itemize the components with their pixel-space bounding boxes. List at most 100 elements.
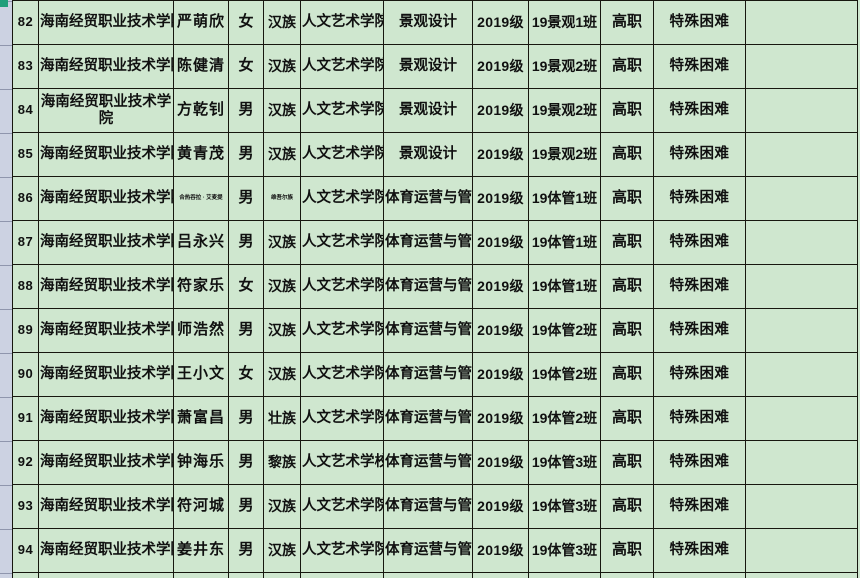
table-row[interactable]: 82 海南经贸职业技术学院 严萌欣女汉族 人文艺术学院 景观设计 2019级 19景观1班高… [12, 0, 858, 45]
cell-grade[interactable]: 2019级 [472, 352, 529, 397]
cell-name[interactable]: 严萌欣 [173, 0, 229, 45]
cell-college[interactable]: 人文艺术学院 [300, 88, 384, 133]
cell-name[interactable]: 黄青茂 [173, 132, 229, 177]
cell-school[interactable]: 海南经贸职业技术学院 [38, 396, 174, 441]
cell-clazz[interactable]: 19景观2班 [528, 88, 601, 133]
cell-college[interactable]: 人文艺术学院 [300, 132, 384, 177]
cell-school[interactable]: 海南经贸职业技术学院 [38, 176, 174, 221]
cell-gender[interactable]: 女 [228, 264, 264, 309]
cell-major[interactable]: 体育运营与管理 [383, 264, 473, 309]
cell-school[interactable]: 海南经贸职业技术学院 [38, 0, 174, 45]
cell-clazz[interactable]: 19体管1班 [528, 220, 601, 265]
cell-gender[interactable]: 女 [228, 352, 264, 397]
cell-grade[interactable]: 2019级 [472, 132, 529, 177]
cell-gender[interactable]: 男 [228, 440, 264, 485]
cell-gender[interactable]: 女 [228, 0, 264, 45]
cell-blank[interactable] [745, 0, 858, 45]
cell-clazz[interactable]: 19体管2班 [528, 308, 601, 353]
cell-clazz[interactable]: 19景观2班 [528, 132, 601, 177]
cell-major[interactable]: 体育运营与管理 [383, 396, 473, 441]
cell-name[interactable]: 姜井东 [173, 528, 229, 573]
cell-gender[interactable]: 男 [228, 528, 264, 573]
cell-gender[interactable]: 男 [228, 484, 264, 529]
table-row[interactable]: 92海南经贸职业技术学院钟海乐男黎族人文艺术学校体育运营与管理2019级19体管… [12, 440, 858, 485]
cell-ethnic[interactable]: 黎族 [263, 440, 301, 485]
cell-name[interactable]: 方乾钊 [173, 88, 229, 133]
cell-grade[interactable]: 2019级 [472, 264, 529, 309]
cell-blank[interactable] [745, 308, 858, 353]
cell-school[interactable]: 海南经贸职业技术学院 [38, 132, 174, 177]
cell-level[interactable]: 高职 [600, 88, 654, 133]
cell-clazz[interactable]: 19体管2班 [528, 396, 601, 441]
cell-grade[interactable]: 2019级 [472, 396, 529, 441]
cell-idx[interactable]: 82 [12, 0, 39, 45]
cell-name[interactable]: 师浩然 [173, 308, 229, 353]
cell-level[interactable]: 高职 [600, 264, 654, 309]
cell-idx[interactable]: 93 [12, 484, 39, 529]
cell-grade[interactable]: 2019级 [472, 88, 529, 133]
cell-college[interactable]: 人文艺术学院 [300, 220, 384, 265]
cell-college[interactable]: 人文艺术学院 [300, 396, 384, 441]
cell-major[interactable]: 体育运营与管理 [383, 308, 473, 353]
cell-school[interactable]: 海南经贸职业技术学院 [38, 484, 174, 529]
cell-name[interactable]: 符河城 [173, 484, 229, 529]
cell-school[interactable]: 海南经贸职业技术学院 [38, 440, 174, 485]
cell-blank[interactable] [745, 264, 858, 309]
cell-level[interactable]: 高职 [600, 484, 654, 529]
cell-ethnic[interactable]: 汉族 [263, 44, 301, 89]
cell-name[interactable]: 钟海乐 [173, 440, 229, 485]
cell-major[interactable]: 体育运营与管理 [383, 528, 473, 573]
cell-grade[interactable]: 2019级 [472, 0, 529, 45]
cell-grade[interactable]: 2019级 [472, 484, 529, 529]
cell-gender[interactable]: 男 [228, 88, 264, 133]
cell-diff[interactable]: 特殊困难 [653, 220, 746, 265]
cell-diff[interactable]: 特殊困难 [653, 0, 746, 45]
cell-diff[interactable]: 特殊困难 [653, 132, 746, 177]
cell-major[interactable]: 景观设计 [383, 0, 473, 45]
cell-blank[interactable] [745, 44, 858, 89]
cell-school[interactable]: 海南经贸职业技术学院 [38, 528, 174, 573]
cell-name[interactable]: 王小文 [173, 352, 229, 397]
cell-blank[interactable] [745, 396, 858, 441]
cell-school[interactable]: 海南经贸职业技术学院 [38, 264, 174, 309]
cell-level[interactable]: 高职 [600, 308, 654, 353]
table-row[interactable]: 84 海南经贸职业技术学院 方乾钊男汉族 人文艺术学院 景观设计 2019级 19景观2班高… [12, 88, 858, 133]
cell-major[interactable]: 景观设计 [383, 132, 473, 177]
cell-name[interactable]: 吕永兴 [173, 220, 229, 265]
cell-gender[interactable]: 女 [228, 44, 264, 89]
cell-idx[interactable]: 90 [12, 352, 39, 397]
cell-level[interactable]: 高职 [600, 440, 654, 485]
cell-diff[interactable]: 特殊困难 [653, 176, 746, 221]
table-row[interactable]: 90海南经贸职业技术学院王小文女汉族人文艺术学院体育运营与管理2019级19体管… [12, 352, 858, 397]
cell-blank[interactable] [745, 176, 858, 221]
cell-blank[interactable] [745, 528, 858, 573]
cell-level[interactable]: 高职 [600, 44, 654, 89]
cell-college[interactable]: 人文艺术学院 [300, 528, 384, 573]
cell-diff[interactable]: 特殊困难 [653, 440, 746, 485]
cell-ethnic[interactable]: 壮族 [263, 396, 301, 441]
cell-idx[interactable]: 89 [12, 308, 39, 353]
cell-clazz[interactable]: 19体管2班 [528, 352, 601, 397]
cell-diff[interactable]: 特殊困难 [653, 88, 746, 133]
cell-ethnic[interactable]: 汉族 [263, 308, 301, 353]
cell-level[interactable]: 高职 [600, 528, 654, 573]
cell-clazz[interactable]: 19体管1班 [528, 264, 601, 309]
cell-name[interactable]: 合热吞拉 · 艾麦提 [173, 176, 229, 221]
cell-grade[interactable]: 2019级 [472, 528, 529, 573]
cell-ethnic[interactable]: 汉族 [263, 528, 301, 573]
cell-diff[interactable]: 特殊困难 [653, 352, 746, 397]
cell-diff[interactable]: 特殊困难 [653, 484, 746, 529]
cell-level[interactable]: 高职 [600, 396, 654, 441]
cell-diff[interactable]: 特殊困难 [653, 308, 746, 353]
cell-blank[interactable] [745, 484, 858, 529]
cell-diff[interactable]: 特殊困难 [653, 264, 746, 309]
cell-gender[interactable]: 男 [228, 396, 264, 441]
cell-diff[interactable]: 特殊困难 [653, 44, 746, 89]
cell-level[interactable]: 高职 [600, 352, 654, 397]
table-row[interactable]: 87海南经贸职业技术学院吕永兴男汉族人文艺术学院体育运营与管理2019级19体管… [12, 220, 858, 265]
cell-level[interactable]: 高职 [600, 0, 654, 45]
cell-ethnic[interactable]: 汉族 [263, 352, 301, 397]
cell-grade[interactable]: 2019级 [472, 176, 529, 221]
cell-name[interactable]: 陈健清 [173, 44, 229, 89]
